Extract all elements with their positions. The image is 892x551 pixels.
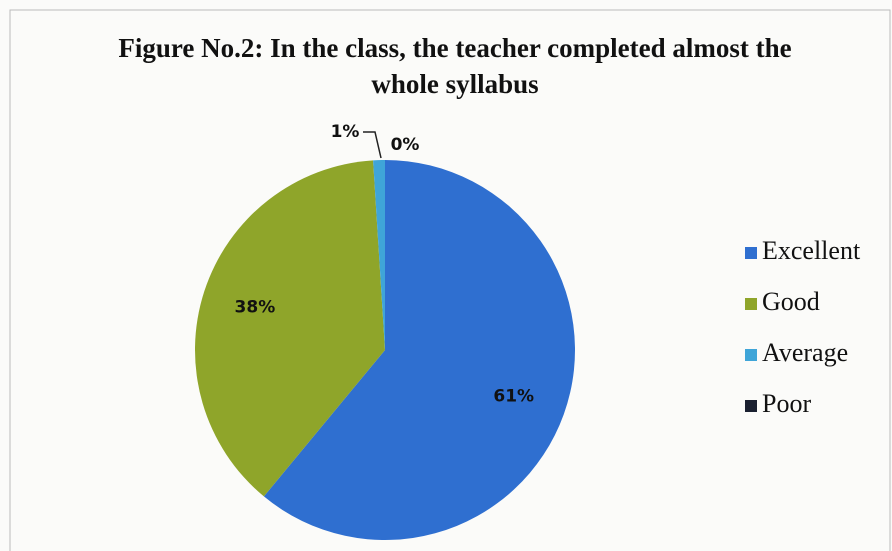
legend-swatch [745, 247, 757, 259]
legend-swatch [745, 400, 757, 412]
legend-label: Average [762, 338, 848, 367]
pie-slice [373, 160, 385, 350]
legend-swatch [745, 349, 757, 361]
legend-label: Good [762, 287, 820, 316]
data-label: 38% [235, 298, 276, 318]
legend-label: Excellent [762, 236, 861, 265]
chart-border [9, 9, 891, 551]
legend-label: Poor [762, 389, 811, 418]
pie-slice [195, 160, 385, 497]
leader-line [363, 131, 382, 159]
legend-swatch [745, 298, 757, 310]
data-label: 61% [493, 386, 534, 406]
data-label: 0% [391, 135, 420, 155]
pie-slice [263, 160, 575, 540]
data-label: 1% [331, 122, 360, 142]
chart-title: Figure No.2: In the class, the teacher c… [118, 33, 792, 99]
